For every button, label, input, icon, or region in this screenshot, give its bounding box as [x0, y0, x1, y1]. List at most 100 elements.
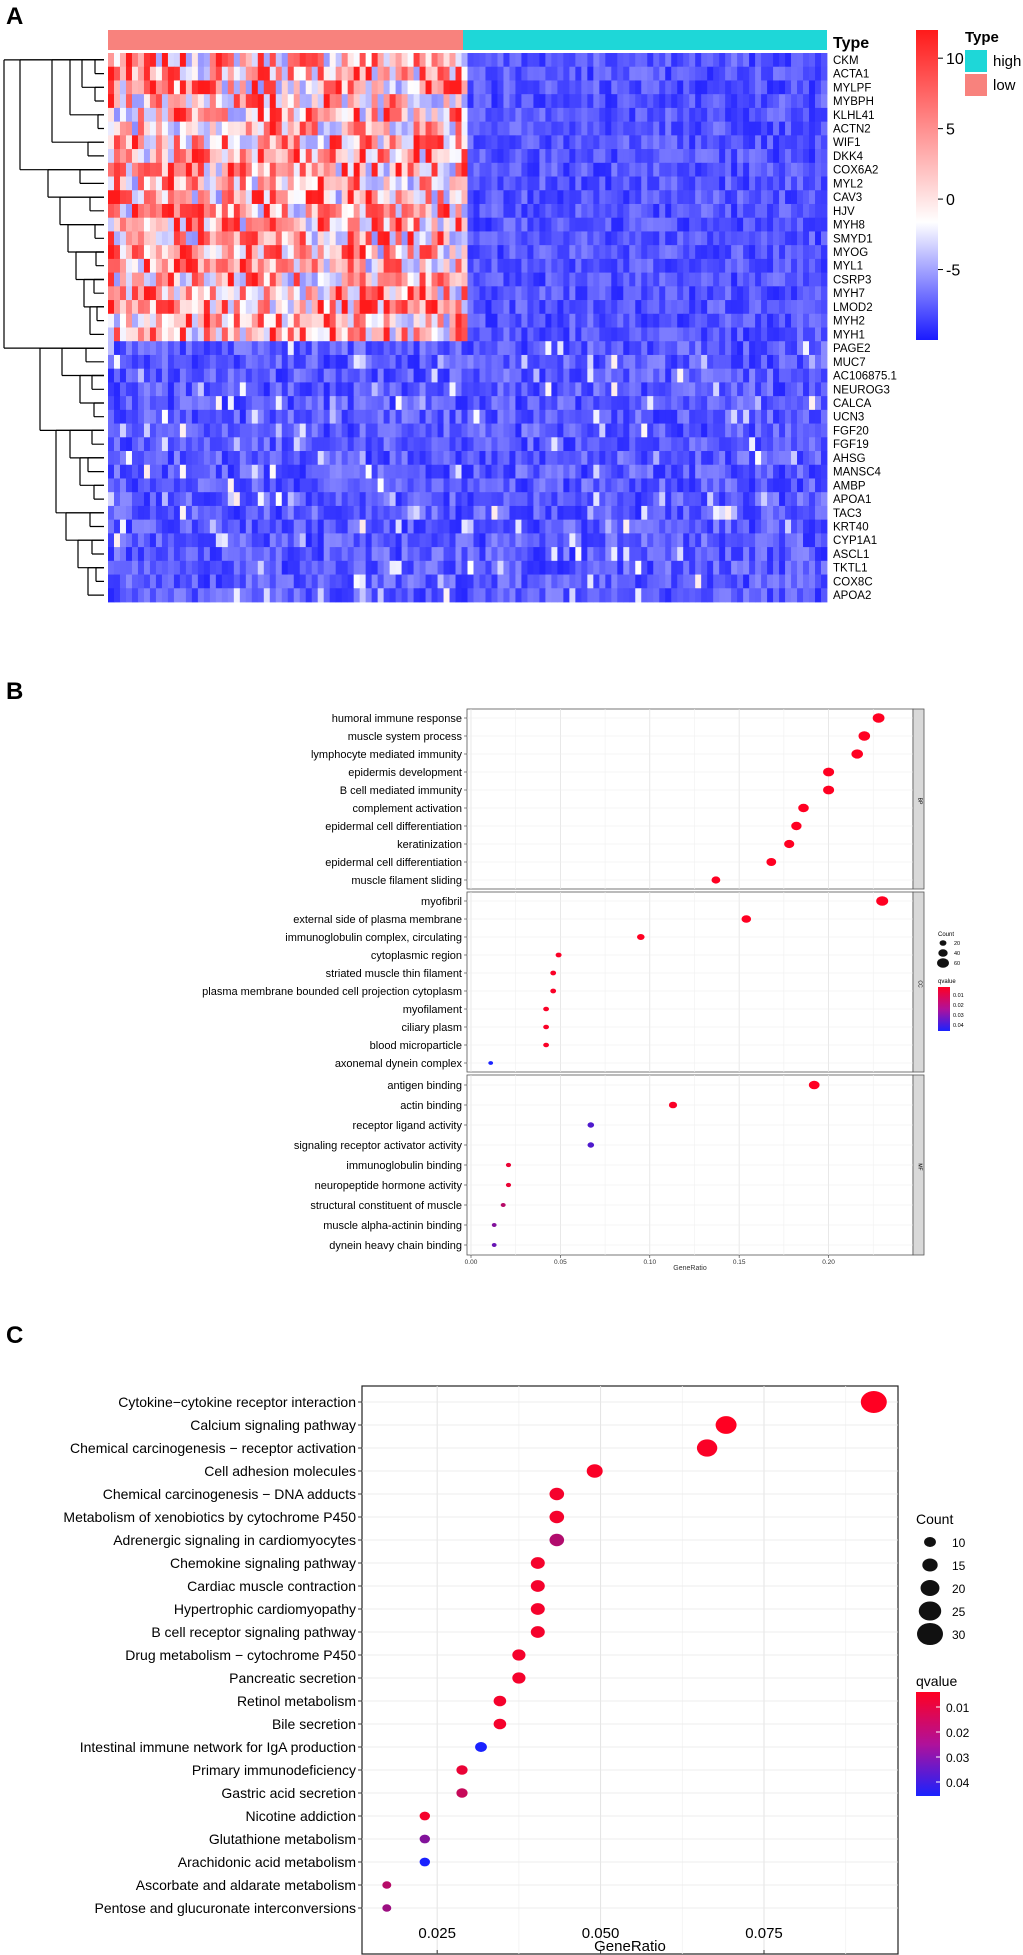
heatmap-cell	[647, 519, 654, 534]
heatmap-cell	[155, 300, 163, 315]
heatmap-cell	[581, 66, 588, 81]
heatmap-cell	[581, 492, 588, 507]
heatmap-cell	[539, 492, 546, 507]
heatmap-cell	[143, 464, 151, 479]
heatmap-cell	[335, 286, 343, 301]
heatmap-cell	[719, 245, 726, 260]
heatmap-cell	[431, 382, 438, 397]
heatmap-cell	[509, 66, 516, 81]
heatmap-cell	[365, 478, 373, 493]
heatmap-cell	[749, 560, 756, 575]
heatmap-cell	[425, 231, 432, 246]
gene-label: MYH1	[833, 329, 865, 341]
heatmap-cell	[815, 560, 822, 575]
heatmap-cell	[473, 300, 480, 315]
heatmap-cell	[108, 217, 115, 232]
heatmap-cell	[293, 354, 301, 370]
heatmap-cell	[521, 300, 528, 315]
heatmap-cell	[671, 533, 678, 548]
heatmap-cell	[299, 300, 307, 315]
heatmap-cell	[449, 80, 456, 95]
heatmap-cell	[821, 94, 828, 109]
heatmap-cell	[563, 300, 570, 315]
heatmap-cell	[227, 94, 235, 109]
heatmap-cell	[587, 451, 594, 466]
heatmap-cell	[119, 203, 127, 219]
heatmap-cell	[701, 272, 708, 287]
heatmap-cell	[527, 423, 534, 438]
heatmap-cell	[545, 382, 552, 397]
heatmap-cell	[299, 135, 307, 150]
heatmap-cell	[155, 66, 163, 81]
heatmap-cell	[557, 217, 564, 232]
heatmap-cell	[383, 478, 391, 493]
heatmap-cell	[113, 300, 121, 315]
heatmap-cell	[557, 107, 564, 123]
heatmap-cell	[275, 437, 283, 452]
heatmap-cell	[317, 258, 325, 274]
heatmap-cell	[383, 53, 391, 68]
heatmap-cell	[425, 176, 432, 191]
heatmap-cell	[149, 574, 157, 589]
heatmap-cell	[209, 396, 217, 411]
heatmap-cell	[593, 464, 600, 479]
heatmap-cell	[341, 66, 349, 81]
heatmap-cell	[569, 53, 576, 68]
heatmap-cell	[563, 423, 570, 438]
heatmap-cell	[263, 107, 271, 123]
heatmap-cell	[569, 560, 576, 575]
heatmap-cell	[335, 176, 343, 191]
heatmap-cell	[437, 272, 444, 287]
heatmap-cell	[665, 203, 672, 219]
heatmap-cell	[371, 478, 379, 493]
heatmap-cell	[401, 368, 408, 383]
heatmap-cell	[251, 560, 259, 575]
heatmap-cell	[431, 533, 438, 548]
heatmap-cell	[785, 149, 792, 164]
heatmap-cell	[485, 327, 492, 342]
heatmap-cell	[815, 80, 822, 95]
heatmap-cell	[569, 80, 576, 95]
heatmap-cell	[419, 149, 426, 164]
heatmap-cell	[623, 423, 630, 438]
heatmap-cell	[461, 382, 468, 397]
heatmap-cell	[785, 505, 792, 521]
heatmap-cell	[647, 94, 654, 109]
heatmap-cell	[575, 94, 582, 109]
heatmap-cell	[191, 478, 199, 493]
heatmap-cell	[215, 547, 223, 562]
heatmap-cell	[317, 286, 325, 301]
heatmap-cell	[209, 135, 217, 150]
heatmap-cell	[797, 190, 804, 205]
heatmap-cell	[335, 354, 343, 370]
heatmap-cell	[335, 437, 343, 452]
heatmap-cell	[227, 464, 235, 479]
heatmap-cell	[149, 286, 157, 301]
heatmap-cell	[329, 588, 337, 603]
heatmap-cell	[803, 423, 810, 438]
heatmap-cell	[383, 382, 391, 397]
heatmap-cell	[203, 574, 211, 589]
heatmap-cell	[533, 176, 540, 191]
heatmap-cell	[455, 423, 462, 438]
heatmap-cell	[125, 396, 133, 411]
heatmap-cell	[299, 231, 307, 246]
heatmap-cell	[167, 505, 175, 521]
heatmap-cell	[257, 409, 265, 424]
heatmap-panel: A Type CKMACTA1MYLPFMYBPHKLHL41ACTN2WIF1…	[3, 3, 1021, 603]
heatmap-cell	[809, 451, 816, 466]
heatmap-cell	[551, 423, 558, 438]
heatmap-cell	[263, 492, 271, 507]
heatmap-cell	[617, 231, 624, 246]
heatmap-cell	[365, 451, 373, 466]
heatmap-cell	[773, 258, 780, 274]
heatmap-cell	[701, 341, 708, 356]
heatmap-cell	[275, 217, 283, 232]
heatmap-cell	[671, 409, 678, 424]
heatmap-cell	[563, 492, 570, 507]
heatmap-cell	[605, 80, 612, 95]
heatmap-cell	[449, 409, 456, 424]
heatmap-cell	[143, 519, 151, 534]
heatmap-cell	[155, 149, 163, 164]
heatmap-cell	[371, 300, 379, 315]
